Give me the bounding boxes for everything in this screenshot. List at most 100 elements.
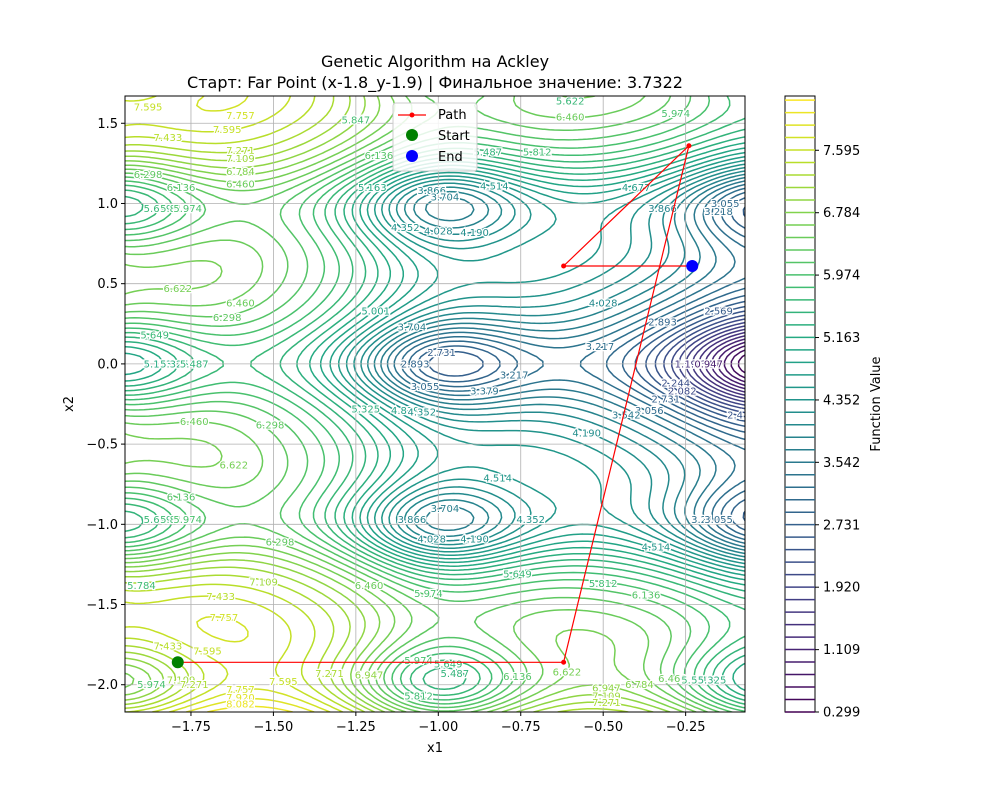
contour-label: 6.136: [632, 590, 661, 601]
contour-label: 3.055: [704, 515, 733, 526]
contour-label: 6.136: [167, 183, 196, 194]
path-point: [561, 263, 567, 269]
contour-line: [417, 197, 745, 531]
contour-labels: 7.5957.7577.4337.5957.2717.1096.7846.460…: [126, 96, 744, 712]
colorbar-tick-label: 7.595: [823, 144, 860, 159]
contour-label: 5.622: [556, 96, 585, 107]
contour-label: 7.109: [249, 578, 278, 589]
colorbar-tick-label: 4.352: [823, 393, 860, 408]
contour-label: 4.028: [589, 298, 618, 309]
x-tick-label: −0.75: [501, 720, 541, 735]
contour-label: 6.460: [180, 417, 209, 428]
contour-line: [386, 180, 745, 548]
contour-label: 5.649: [144, 204, 173, 215]
contour-label: 0.947: [694, 359, 723, 370]
contour-label: 4.514: [480, 181, 509, 192]
contour-label: 5.847: [342, 116, 371, 127]
contour-line: [125, 96, 745, 709]
colorbar-background: [784, 95, 816, 713]
y-tick-label: 1.0: [97, 197, 118, 212]
contour-line: [723, 345, 745, 383]
contour-line: [125, 96, 654, 712]
contour-line: [685, 325, 745, 403]
contour-label: 3.217: [691, 515, 720, 526]
contour-line: [125, 96, 709, 712]
contour-label: 7.433: [154, 642, 183, 653]
legend-start-marker: [406, 129, 418, 141]
contour-label: 4.677: [622, 183, 651, 194]
contour-label: 5.325: [160, 359, 189, 370]
contour-line: [125, 128, 745, 702]
contour-label: 6.136: [167, 493, 196, 504]
contour-line: [367, 170, 745, 558]
contour-label: 2.082: [668, 387, 697, 398]
contour-label: 3.704: [431, 504, 460, 515]
colorbar-lines: [785, 99, 815, 713]
x-axis: −1.75 −1.50 −1.25 −1.00 −0.75 −0.50 −0.25: [171, 712, 706, 735]
contour-label: 5.649: [681, 675, 710, 686]
contour-label: 7.433: [154, 133, 183, 144]
contour-label: 7.757: [226, 685, 255, 696]
y-tick-label: −0.5: [86, 438, 118, 453]
contour-label: 4.190: [572, 428, 601, 439]
contour-line: [125, 147, 745, 581]
contour-label: 5.974: [137, 680, 166, 691]
contour-label: 7.109: [592, 691, 621, 702]
contour-label: 6.460: [355, 581, 384, 592]
contour-line: [400, 187, 745, 541]
contour-line: [654, 310, 745, 418]
contour-label: 7.595: [213, 125, 242, 136]
contour-label: 4.190: [460, 228, 489, 239]
colorbar-tick-label: 6.784: [823, 206, 860, 221]
chart-subtitle: Старт: Far Point (x-1.8_y-1.9) | Финальн…: [187, 73, 683, 93]
contour-label: 7.595: [269, 677, 298, 688]
contour-label: 5.974: [173, 515, 202, 526]
contour-label: 3.056: [635, 406, 664, 417]
x-tick-label: −0.50: [583, 720, 623, 735]
contour-label: 4.028: [424, 226, 453, 237]
contour-label: 4.514: [642, 542, 671, 553]
contour-label: 6.784: [226, 167, 255, 178]
path-point: [686, 143, 692, 149]
x-tick-label: −1.00: [418, 720, 458, 735]
contour-label: 6.622: [553, 667, 582, 678]
contour-line: [125, 96, 697, 712]
contour-line: [345, 159, 745, 569]
legend-end-label: End: [438, 150, 463, 165]
plot-frame: [124, 95, 746, 713]
contour-label: 6.947: [592, 683, 621, 694]
contour-label: 3.379: [470, 387, 499, 398]
contour-label: 6.298: [134, 170, 163, 181]
contour-label: 3.218: [704, 207, 733, 218]
contour-label: 5.812: [404, 691, 433, 702]
legend-path-label: Path: [438, 108, 467, 123]
contour-label: 5.649: [144, 515, 173, 526]
contour-label: 2.569: [704, 306, 733, 317]
contour-label: 5.325: [698, 675, 727, 686]
contour-label: 2.893: [401, 359, 430, 370]
legend: Path Start End: [392, 102, 478, 172]
colorbar-tick-label: 3.542: [823, 456, 860, 471]
legend-path-marker: [409, 112, 415, 118]
contour-label: 6.298: [256, 420, 285, 431]
x-tick-label: −1.75: [171, 720, 211, 735]
contour-line: [678, 321, 745, 406]
contour-label: 4.352: [407, 408, 436, 419]
contour-label: 5.649: [503, 570, 532, 581]
contour-label: 3.866: [648, 204, 677, 215]
contour-label: 7.271: [180, 680, 209, 691]
contour-line: [329, 151, 745, 576]
contour-label: 5.487: [180, 359, 209, 370]
contour-line: [717, 341, 745, 387]
contour-label: 6.298: [213, 313, 242, 324]
contour-label: 3.217: [586, 342, 615, 353]
contour-label: 5.812: [160, 515, 189, 526]
contour-label: 4.352: [391, 223, 420, 234]
contour-label: 7.109: [167, 675, 196, 686]
contour-label: 7.271: [315, 669, 344, 680]
y-axis: −2.0 −1.5 −1.0 −0.5 0.0 0.5 1.0 1.5: [86, 117, 125, 693]
contour-label: 5.812: [589, 579, 618, 590]
contour-label: 8.082: [226, 699, 255, 710]
path-point: [561, 659, 567, 665]
